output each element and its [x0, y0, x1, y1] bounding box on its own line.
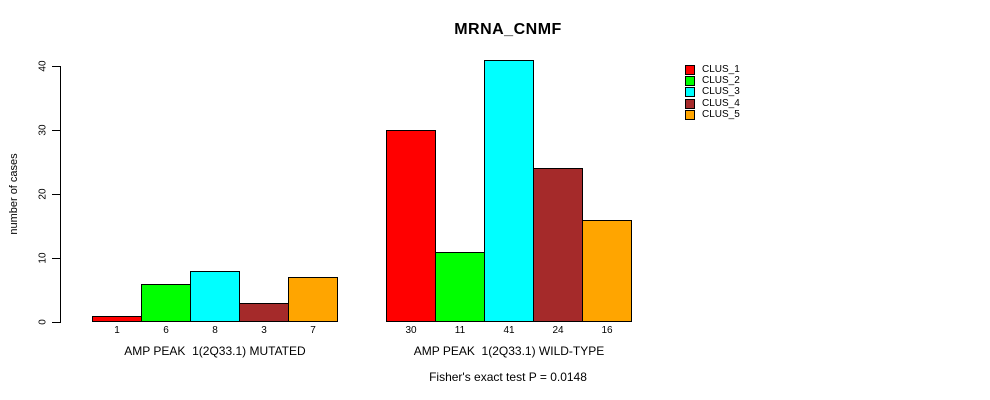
legend-item: CLUS_1 — [685, 64, 740, 75]
bar-clus_4-group2 — [533, 168, 583, 322]
bar-value-label: 30 — [405, 325, 417, 336]
legend-item: CLUS_5 — [685, 109, 740, 120]
y-axis-line — [60, 66, 61, 323]
y-tick-label: 0 — [37, 319, 49, 325]
legend-item: CLUS_2 — [685, 75, 740, 86]
y-tick — [52, 257, 60, 259]
bar-clus_5-group2 — [582, 219, 632, 322]
group-label: AMP PEAK 1(2Q33.1) MUTATED — [124, 344, 306, 358]
y-tick — [52, 321, 60, 323]
bar-value-label: 7 — [310, 325, 316, 336]
legend-swatch — [685, 64, 695, 75]
bar-value-label: 6 — [163, 325, 169, 336]
bar-value-label: 24 — [552, 325, 564, 336]
bar-value-label: 1 — [114, 325, 120, 336]
y-tick — [52, 129, 60, 131]
bar-value-label: 11 — [454, 325, 466, 336]
legend: CLUS_1 CLUS_2 CLUS_3 CLUS_4 CLUS_5 — [685, 64, 740, 120]
bar-clus_3-group1 — [190, 270, 240, 322]
group-label: AMP PEAK 1(2Q33.1) WILD-TYPE — [413, 344, 605, 358]
bar-value-label: 3 — [261, 325, 267, 336]
bar-clus_4-group1 — [239, 302, 289, 322]
legend-item-label: CLUS_1 — [702, 63, 740, 75]
bar-clus_1-group2 — [386, 130, 436, 322]
y-tick-label: 30 — [37, 124, 49, 136]
y-tick — [52, 193, 60, 195]
legend-item-label: CLUS_3 — [702, 86, 740, 98]
legend-swatch — [685, 109, 695, 120]
y-tick-label: 10 — [37, 252, 49, 264]
bar-clus_3-group2 — [484, 59, 534, 322]
y-tick-label: 40 — [37, 60, 49, 72]
y-tick — [52, 65, 60, 67]
y-tick-label: 20 — [37, 188, 49, 200]
legend-item-label: CLUS_4 — [702, 97, 740, 109]
legend-swatch — [685, 87, 695, 98]
legend-item: CLUS_3 — [685, 87, 740, 98]
y-axis-title: number of cases — [8, 153, 20, 235]
legend-item-label: CLUS_2 — [702, 74, 740, 86]
bar-value-label: 16 — [601, 325, 613, 336]
bar-clus_5-group1 — [288, 277, 338, 322]
legend-swatch — [685, 98, 695, 109]
legend-swatch — [685, 75, 695, 86]
fisher-test-annotation: Fisher's exact test P = 0.0148 — [429, 370, 587, 384]
bar-clus_2-group1 — [141, 283, 191, 322]
chart-title: MRNA_CNMF — [454, 21, 562, 38]
legend-item: CLUS_4 — [685, 98, 740, 109]
bar-clus_2-group2 — [435, 251, 485, 322]
bar-value-label: 41 — [503, 325, 515, 336]
bar-value-label: 8 — [212, 325, 218, 336]
bar-clus_1-group1 — [92, 315, 142, 322]
legend-item-label: CLUS_5 — [702, 108, 740, 120]
